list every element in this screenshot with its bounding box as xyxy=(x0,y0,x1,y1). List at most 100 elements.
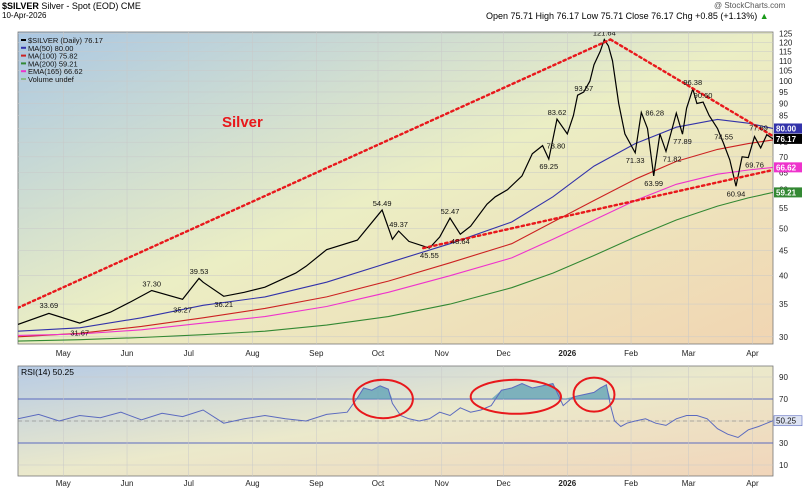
rsi-value-tag xyxy=(773,415,803,427)
series-ma100 xyxy=(18,139,773,338)
price-label: 74.55 xyxy=(714,132,733,141)
axis-value-tag xyxy=(774,123,802,134)
price-label: 96.38 xyxy=(683,78,702,87)
trendline-descending-resistance xyxy=(609,38,773,138)
legend-label: MA(100) 75.82 xyxy=(28,52,78,61)
legend-label: EMA(165) 66.62 xyxy=(28,67,83,76)
rsi-x-tick-label: Jul xyxy=(184,479,194,488)
rsi-x-axis: May Jun Jul Aug Sep Oct Nov Dec 2026 Feb Mar Apr xyxy=(56,479,759,488)
y-tick-label: 95 xyxy=(779,88,788,97)
price-label: 93.57 xyxy=(574,84,593,93)
axis-value-tag-label: 66.62 xyxy=(776,163,797,172)
rsi-x-tick-label: Mar xyxy=(682,479,696,488)
x-tick-label: 2026 xyxy=(558,349,576,358)
x-tick-label: May xyxy=(56,349,71,358)
y-tick-label: 40 xyxy=(779,272,788,281)
rsi-line xyxy=(18,383,773,439)
price-x-axis: May Jun Jul Aug Sep Oct Nov Dec 2026 Feb Mar Apr xyxy=(56,349,759,358)
axis-value-tag xyxy=(774,133,802,144)
y-tick-label: 30 xyxy=(779,333,788,342)
rsi-value-tag-label: 50.25 xyxy=(776,417,797,426)
price-label: 54.49 xyxy=(373,199,392,208)
price-label: 36.21 xyxy=(214,300,233,309)
price-label: 45.55 xyxy=(420,251,439,260)
rsi-x-tick-label: Nov xyxy=(435,479,449,488)
trendline-lower-support xyxy=(422,168,773,250)
price-label: 73.80 xyxy=(547,142,566,151)
header-ohlc: Open 75.71 High 76.17 Low 75.71 Close 76… xyxy=(486,11,769,21)
rsi-y-tick-label: 30 xyxy=(779,439,788,448)
axis-value-tag-label: 76.17 xyxy=(776,135,797,144)
rsi-ellipse xyxy=(469,378,562,415)
price-label: 69.25 xyxy=(539,162,558,171)
rsi-x-tick-label: Feb xyxy=(624,479,638,488)
price-label: 69.76 xyxy=(745,161,764,170)
series-silver-price xyxy=(18,38,773,325)
rsi-y-tick-label: 90 xyxy=(779,373,788,382)
header-copyright: @ StockCharts.com xyxy=(714,1,786,10)
y-tick-label: 85 xyxy=(779,112,788,121)
price-label: 90.60 xyxy=(694,91,713,100)
annotation-silver: Silver xyxy=(222,114,263,131)
axis-value-tag-label: 59.21 xyxy=(776,188,797,197)
price-label: 35.27 xyxy=(173,305,192,314)
series-ma50 xyxy=(18,118,773,332)
price-label: 31.67 xyxy=(70,328,89,337)
rsi-y-tick-label: 10 xyxy=(779,461,788,470)
rsi-legend-label: RSI(14) 50.25 xyxy=(21,367,74,377)
ohlc-values: Open 75.71 High 76.17 Low 75.71 Close 76… xyxy=(486,11,758,21)
y-tick-label: 35 xyxy=(779,300,788,309)
rsi-x-tick-label: Jun xyxy=(121,479,134,488)
series-ma200 xyxy=(18,191,773,342)
price-label: 121.64 xyxy=(593,28,616,37)
rsi-x-tick-label: Aug xyxy=(245,479,259,488)
price-label: 48.64 xyxy=(451,237,470,246)
y-tick-label: 65 xyxy=(779,169,788,178)
price-label: 37.30 xyxy=(142,280,161,289)
symbol: $SILVER xyxy=(2,1,39,11)
rsi-ellipse xyxy=(352,378,414,420)
x-tick-label: Nov xyxy=(435,349,449,358)
legend-label: Volume undef xyxy=(28,75,75,84)
y-tick-label: 55 xyxy=(779,204,788,213)
x-tick-label: Apr xyxy=(746,349,759,358)
x-tick-label: Dec xyxy=(496,349,510,358)
axis-value-tag xyxy=(774,162,802,173)
rsi-x-tick-label: May xyxy=(56,479,71,488)
rsi-x-tick-label: Apr xyxy=(746,479,759,488)
x-tick-label: Feb xyxy=(624,349,638,358)
header-date: 10-Apr-2026 xyxy=(2,11,47,20)
price-label: 39.53 xyxy=(190,267,209,276)
legend-label: MA(50) 80.00 xyxy=(28,44,73,53)
x-tick-label: Sep xyxy=(309,349,324,358)
price-series xyxy=(18,38,773,325)
price-label: 86.28 xyxy=(645,108,664,117)
y-tick-label: 115 xyxy=(779,47,792,56)
x-tick-label: Oct xyxy=(372,349,385,358)
rsi-series xyxy=(18,383,773,439)
y-tick-label: 45 xyxy=(779,247,788,256)
x-tick-label: Mar xyxy=(682,349,696,358)
y-tick-label: 120 xyxy=(779,38,793,47)
x-tick-label: Jun xyxy=(121,349,134,358)
price-label: 63.99 xyxy=(644,179,663,188)
y-tick-label: 90 xyxy=(779,99,788,108)
moving-average-lines xyxy=(18,118,773,342)
y-tick-label: 50 xyxy=(779,224,788,233)
ohlc-arrow-icon: ▲ xyxy=(759,11,769,21)
price-right-axis: 3035404550556065707580859095100105110115… xyxy=(774,30,802,342)
legend-label: $SILVER (Daily) 76.17 xyxy=(28,36,103,45)
y-tick-label: 70 xyxy=(779,153,788,162)
price-label: 33.69 xyxy=(39,301,58,310)
symbol-description: Silver - Spot (EOD) CME xyxy=(41,1,141,11)
price-label: 83.62 xyxy=(548,108,567,117)
rsi-y-tick-label: 70 xyxy=(779,395,788,404)
trendline-upper-support xyxy=(18,38,612,310)
price-label: 52.47 xyxy=(441,207,460,216)
price-labels: 33.69 31.67 37.30 35.27 39.53 36.21 54.49 49.37… xyxy=(39,28,768,337)
price-grid xyxy=(18,32,773,344)
legend-label: MA(200) 59.21 xyxy=(28,59,78,68)
price-label: 49.37 xyxy=(389,220,408,229)
rsi-right-axis: 103050709050.25 xyxy=(773,373,803,470)
y-tick-label: 110 xyxy=(779,57,792,66)
